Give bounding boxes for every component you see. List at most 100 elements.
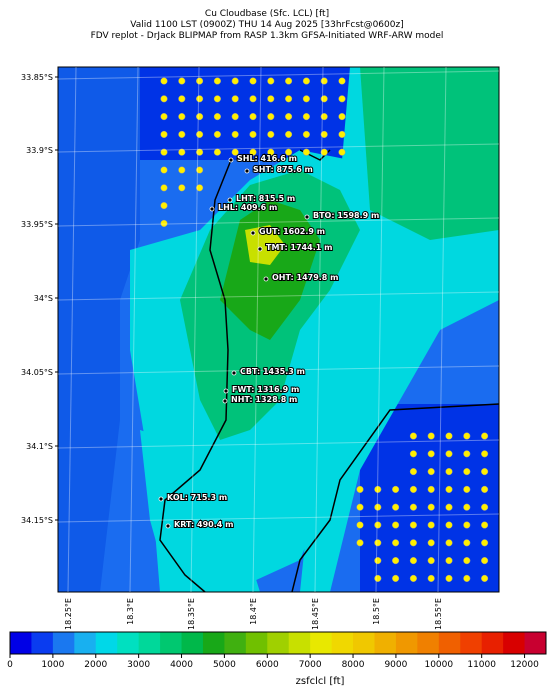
graticule [57, 365, 500, 375]
colorbar-segment [74, 632, 97, 654]
map-frame [57, 66, 500, 593]
grid-point [231, 95, 239, 103]
colorbar-tick-label: 8000 [342, 660, 365, 670]
grid-point [178, 113, 186, 121]
grid-point [196, 77, 204, 85]
grid-point [392, 574, 400, 582]
grid-point [249, 113, 257, 121]
station-marker [158, 496, 164, 502]
grid-point [409, 557, 417, 565]
grid-point [196, 113, 204, 121]
colorbar-tick-label: 5000 [213, 660, 236, 670]
grid-point [213, 113, 221, 121]
grid-point [481, 450, 489, 458]
grid-point [249, 95, 257, 103]
grid-point [231, 130, 239, 138]
grid-point [178, 148, 186, 156]
grid-point [481, 557, 489, 565]
grid-point [338, 130, 346, 138]
grid-point [409, 539, 417, 547]
grid-point [427, 574, 435, 582]
colorbar-segment [331, 632, 354, 654]
grid-point [356, 521, 364, 529]
grid-point [249, 130, 257, 138]
station-label: LHT: 815.5 m [236, 194, 295, 203]
grid-point [231, 113, 239, 121]
grid-points [160, 77, 489, 582]
colorbar-segment [460, 632, 483, 654]
grid-point [463, 468, 471, 476]
grid-point [178, 130, 186, 138]
grid-point [249, 148, 257, 156]
lon-label: 18.55°E [434, 598, 443, 630]
grid-point [213, 148, 221, 156]
grid-point [160, 202, 168, 210]
lon-label: 18.25°E [64, 598, 73, 630]
lat-label: 34.15°S [21, 516, 53, 525]
grid-point [249, 77, 257, 85]
colorbar-frame [9, 631, 547, 655]
grid-point [196, 166, 204, 174]
grid-point [302, 130, 310, 138]
grid-point [302, 95, 310, 103]
grid-point [160, 219, 168, 227]
colorbar-segment [95, 632, 118, 654]
grid-point [427, 539, 435, 547]
title-line: FDV replot - DrJack BLIPMAP from RASP 1.… [91, 31, 444, 41]
colorbar-segment [52, 632, 75, 654]
colorbar-segment [438, 632, 461, 654]
station-marker [231, 370, 237, 376]
grid-point [374, 521, 382, 529]
lat-label: 34°S [34, 294, 53, 303]
colorbar-tick-label: 11000 [467, 660, 496, 670]
grid-point [463, 485, 471, 493]
grid-point [481, 521, 489, 529]
grid-point [178, 77, 186, 85]
grid-point [285, 130, 293, 138]
grid-point [374, 539, 382, 547]
colorbar-segment [417, 632, 440, 654]
grid-point [267, 95, 275, 103]
grid-point [267, 77, 275, 85]
grid-point [196, 184, 204, 192]
grid-point [409, 485, 417, 493]
colorbar-tick-label: 1000 [41, 660, 64, 670]
graticule [252, 66, 262, 593]
grid-point [178, 166, 186, 174]
grid-point [213, 95, 221, 103]
grid-point [409, 432, 417, 440]
grid-point [178, 95, 186, 103]
station-label: TMT: 1744.1 m [266, 243, 332, 252]
grid-point [463, 503, 471, 511]
grid-point [463, 539, 471, 547]
station-label: BTO: 1598.9 m [313, 211, 379, 220]
lon-label: 18.45°E [311, 598, 320, 630]
grid-point [374, 574, 382, 582]
grid-point [409, 521, 417, 529]
colorbar-segment [288, 632, 311, 654]
grid-point [160, 130, 168, 138]
lon-label: 18.4°E [249, 598, 258, 625]
station-label: SHL: 416.6 m [237, 154, 297, 163]
grid-point [427, 450, 435, 458]
grid-point [481, 574, 489, 582]
station-marker [223, 388, 229, 394]
grid-point [481, 503, 489, 511]
grid-point [463, 574, 471, 582]
grid-point [356, 503, 364, 511]
grid-point [196, 130, 204, 138]
station-marker [244, 168, 250, 174]
grid-point [374, 503, 382, 511]
grid-point [427, 485, 435, 493]
grid-point [160, 166, 168, 174]
grid-point [196, 148, 204, 156]
grid-point [409, 468, 417, 476]
title-line: Valid 1100 LST (0900Z) THU 14 Aug 2025 [… [130, 20, 403, 30]
grid-point [178, 184, 186, 192]
grid-point [445, 539, 453, 547]
colorbar-segment [160, 632, 183, 654]
grid-point [481, 485, 489, 493]
grid-point [285, 148, 293, 156]
grid-point [160, 77, 168, 85]
grid-point [356, 485, 364, 493]
